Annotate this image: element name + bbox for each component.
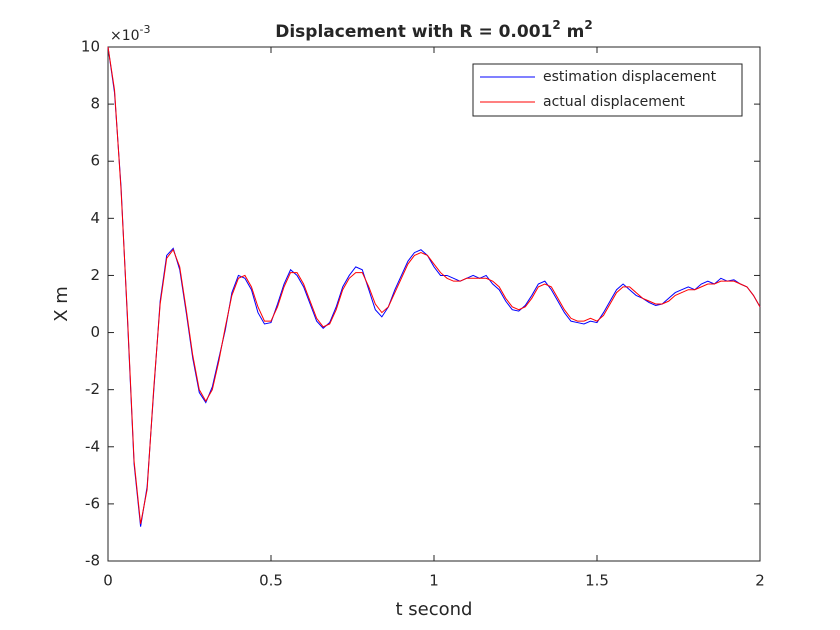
series-line (107, 46, 761, 524)
y-tick-label: 8 (90, 95, 100, 113)
y-tick-label: -4 (85, 437, 100, 455)
y-tick-label: 2 (90, 266, 100, 284)
x-tick-label: 1.5 (585, 572, 609, 590)
series-line (107, 46, 761, 527)
title-unit: m (561, 22, 585, 42)
y-tick-label: -8 (85, 552, 100, 570)
legend-label: estimation displacement (543, 69, 717, 85)
y-tick-label: 4 (90, 209, 100, 227)
x-tick-label: 2 (755, 572, 765, 590)
y-axis-label: X m (51, 286, 72, 322)
y-tick-label: 0 (90, 323, 100, 341)
x-tick-label: 0 (103, 572, 113, 590)
y-tick-label: 6 (90, 152, 100, 170)
y-tick-label: -6 (85, 494, 100, 512)
x-tick-label: 1 (429, 572, 439, 590)
chart-title: Displacement with R = 0.0012 m2 (275, 18, 593, 43)
multiplier-base: ×10 (110, 28, 140, 44)
title-sup: 2 (584, 18, 592, 32)
y-tick-label: 10 (81, 38, 100, 56)
title-sup: 2 (552, 18, 560, 32)
multiplier-exponent: -3 (140, 23, 151, 36)
y-multiplier: ×10-3 (110, 23, 151, 44)
x-axis-label: t second (396, 599, 473, 620)
y-tick-label: -2 (85, 380, 100, 398)
legend-box (472, 63, 743, 117)
x-tick-label: 0.5 (259, 572, 283, 590)
legend-label: actual displacement (543, 94, 685, 110)
title-text: Displacement with R = 0.001 (275, 22, 552, 42)
